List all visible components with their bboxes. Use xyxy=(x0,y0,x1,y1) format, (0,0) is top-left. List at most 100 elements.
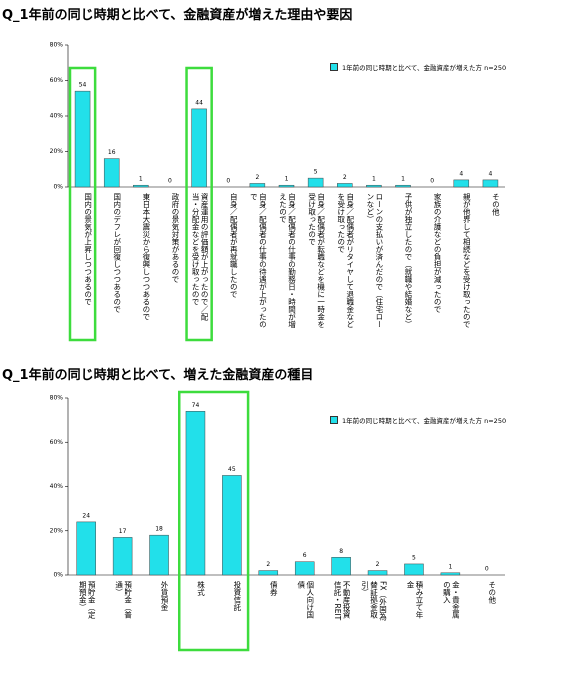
bar xyxy=(249,183,266,188)
x-tick-label: 外貨預金 xyxy=(160,581,170,611)
bar xyxy=(294,561,315,576)
x-tick-label: 預貯金（定期預金） xyxy=(78,581,97,619)
bar xyxy=(337,183,353,188)
x-tick-label: 積み立て年金 xyxy=(405,581,424,619)
bar xyxy=(133,184,149,188)
value-label: 5 xyxy=(412,554,416,561)
value-label: 4 xyxy=(459,170,463,177)
x-tick-label: 自身／配偶者が転職などを機に一時金を受け取ったので xyxy=(307,193,326,328)
value-label: 16 xyxy=(108,149,116,156)
bar xyxy=(149,534,169,576)
bar xyxy=(453,179,470,188)
x-tick-label: 個人向け国債 xyxy=(296,581,315,619)
bar xyxy=(366,184,382,188)
x-tick-label: ローンの支払いが済んだので（住宅ローンなど） xyxy=(365,193,384,328)
value-label: 74 xyxy=(192,402,200,409)
x-tick-label: その他 xyxy=(491,193,501,216)
bar xyxy=(440,572,461,576)
value-label: 2 xyxy=(343,174,347,181)
x-tick-label: 国内のデフレが回復しつつあるので xyxy=(112,193,122,313)
value-label: 0 xyxy=(430,178,434,185)
x-tick-label: FX（外国為替証拠金取引） xyxy=(360,581,388,621)
y-tick-label: 20% xyxy=(50,148,64,155)
legend-swatch xyxy=(330,416,338,424)
value-label: 4 xyxy=(489,170,493,177)
x-tick-label: 不動産投資信託・REIT xyxy=(333,581,352,621)
x-tick-label: 自身／配偶者の仕事の待遇が上がったので xyxy=(249,193,268,328)
value-label: 0 xyxy=(226,178,230,185)
legend-label: 1年前の同じ時期と比べて、金融資産が増えた方 n=250 xyxy=(342,417,507,425)
legend: 1年前の同じ時期と比べて、金融資産が増えた方 n=250 xyxy=(330,415,506,425)
y-tick-label: 40% xyxy=(50,483,64,490)
x-tick-label: 金・貴金属の購入 xyxy=(442,581,461,619)
bar xyxy=(307,177,324,188)
x-tick-label: 投資信託 xyxy=(232,581,242,611)
value-label: 2 xyxy=(376,561,380,568)
bar xyxy=(367,570,388,576)
bar xyxy=(112,537,133,576)
chart-title: Q_1年前の同じ時期と比べて、金融資産が増えた理由や要因 xyxy=(2,8,353,23)
value-label: 2 xyxy=(266,561,270,568)
x-tick-label: 自身／配偶者がリタイヤして退職金などを受け取ったので xyxy=(336,193,355,328)
x-tick-label: 資産運用の評価額が上がったので／配当・分配金などを受け取ったので xyxy=(191,193,210,321)
bar xyxy=(76,521,96,576)
bar xyxy=(482,179,499,188)
y-tick-label: 0% xyxy=(53,572,63,579)
y-tick-label: 80% xyxy=(50,395,64,402)
highlight-box xyxy=(178,390,250,652)
bar xyxy=(191,108,207,188)
value-label: 17 xyxy=(119,528,127,535)
bar xyxy=(185,411,206,576)
value-label: 1 xyxy=(401,176,405,183)
legend: 1年前の同じ時期と比べて、金融資産が増えた方 n=250 xyxy=(330,62,506,72)
value-label: 0 xyxy=(168,178,172,185)
legend-swatch xyxy=(330,63,338,71)
bar xyxy=(331,557,351,576)
x-tick-label: 親が他界して相続などを受け取ったので xyxy=(462,193,472,328)
bar xyxy=(395,184,411,188)
bar xyxy=(404,563,424,576)
y-tick-label: 60% xyxy=(50,439,64,446)
bar xyxy=(278,184,295,188)
x-tick-label: 株式 xyxy=(196,581,206,596)
value-label: 0 xyxy=(485,566,489,573)
legend-label: 1年前の同じ時期と比べて、金融資産が増えた方 n=250 xyxy=(342,64,507,72)
chart-title: Q_1年前の同じ時期と比べて、増えた金融資産の種目 xyxy=(2,368,314,383)
y-tick-label: 80% xyxy=(50,42,64,49)
value-label: 2 xyxy=(255,174,259,181)
bar xyxy=(74,90,91,188)
value-label: 6 xyxy=(303,552,307,559)
value-label: 1 xyxy=(372,176,376,183)
x-tick-label: 子供が独立したので（就職や結婚など） xyxy=(404,193,414,328)
y-tick-label: 40% xyxy=(50,113,64,120)
x-tick-label: 東日本大震災から復興しつつあるので xyxy=(141,193,151,321)
value-label: 54 xyxy=(79,82,87,89)
value-label: 8 xyxy=(339,548,343,555)
bar xyxy=(258,570,279,576)
value-label: 5 xyxy=(314,169,318,176)
value-label: 24 xyxy=(82,512,90,519)
value-label: 44 xyxy=(195,99,203,106)
y-tick-label: 20% xyxy=(50,527,64,534)
bar xyxy=(103,158,120,188)
x-tick-label: 預貯金（普通） xyxy=(114,581,133,619)
x-tick-label: 国内の景気が上昇しつつあるので xyxy=(83,193,93,306)
y-tick-label: 0% xyxy=(53,184,63,191)
value-label: 1 xyxy=(139,176,143,183)
highlight-box xyxy=(185,66,213,342)
value-label: 18 xyxy=(155,526,163,533)
x-tick-label: 自身／配偶者が再就職したので xyxy=(229,193,239,298)
y-tick-label: 60% xyxy=(50,77,64,84)
value-label: 1 xyxy=(285,176,289,183)
bar xyxy=(222,475,242,576)
highlight-box xyxy=(68,66,97,342)
x-tick-label: その他 xyxy=(487,581,497,604)
value-label: 1 xyxy=(448,563,452,570)
value-label: 45 xyxy=(228,466,236,473)
x-tick-label: 債券 xyxy=(269,581,279,596)
x-tick-label: 政府の景気対策があるので xyxy=(170,193,180,283)
x-tick-label: 自身／配偶者の仕事の勤務日・時間が増えたので xyxy=(278,193,297,328)
x-tick-label: 家族の介護などの負担が減ったので xyxy=(433,193,443,313)
